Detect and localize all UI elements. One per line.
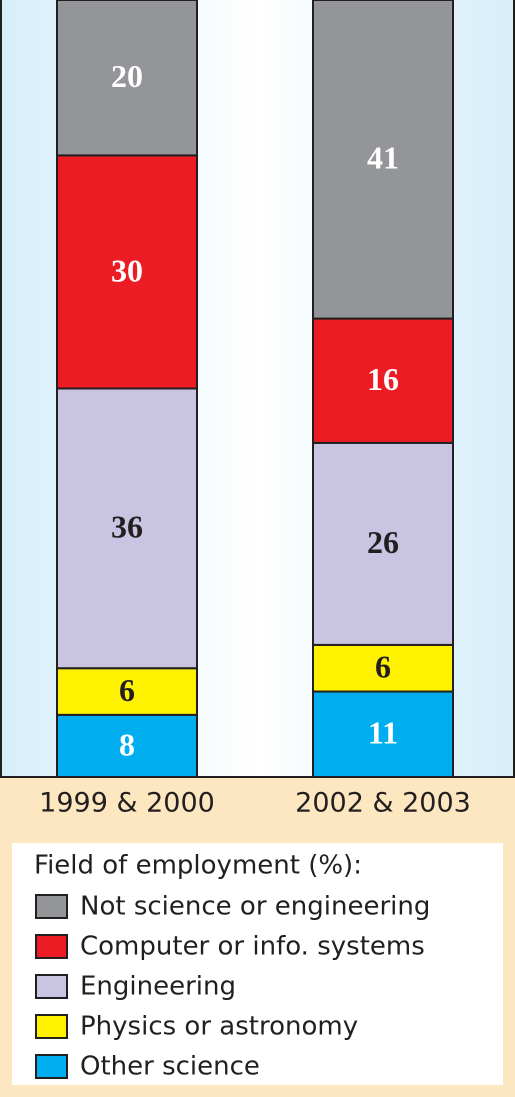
legend-label: Physics or astronomy <box>80 1012 358 1042</box>
x-tick-label: 1999 & 2000 <box>39 788 215 819</box>
legend-swatch <box>35 934 68 959</box>
bar-segment <box>56 387 198 670</box>
data-label: 6 <box>119 672 135 708</box>
legend-label: Engineering <box>80 972 236 1002</box>
bar-segment <box>56 0 198 157</box>
data-label: 36 <box>111 509 143 545</box>
bar-segment <box>312 690 454 779</box>
legend-swatch <box>35 1014 68 1039</box>
bar-segment <box>312 0 454 320</box>
data-label: 30 <box>111 252 143 288</box>
data-label: 20 <box>111 58 143 94</box>
data-label: 11 <box>368 715 398 751</box>
x-tick-label: 2002 & 2003 <box>295 788 471 819</box>
legend-title: Field of employment (%): <box>34 851 362 881</box>
bar-segment <box>312 441 454 646</box>
legend-box <box>12 843 503 1085</box>
data-label: 41 <box>367 140 399 176</box>
legend-label: Other science <box>80 1052 260 1082</box>
legend-label: Computer or info. systems <box>80 932 425 962</box>
legend-swatch <box>35 974 68 999</box>
data-label: 16 <box>367 361 399 397</box>
data-label: 26 <box>367 524 399 560</box>
legend-swatch <box>35 1054 68 1079</box>
bar-segment <box>312 317 454 444</box>
bar-segment <box>56 154 198 390</box>
data-label: 8 <box>119 726 135 762</box>
legend-label: Not science or engineering <box>80 892 430 922</box>
legend-swatch <box>35 894 68 919</box>
data-label: 6 <box>375 649 391 685</box>
bar-segment <box>312 643 454 693</box>
